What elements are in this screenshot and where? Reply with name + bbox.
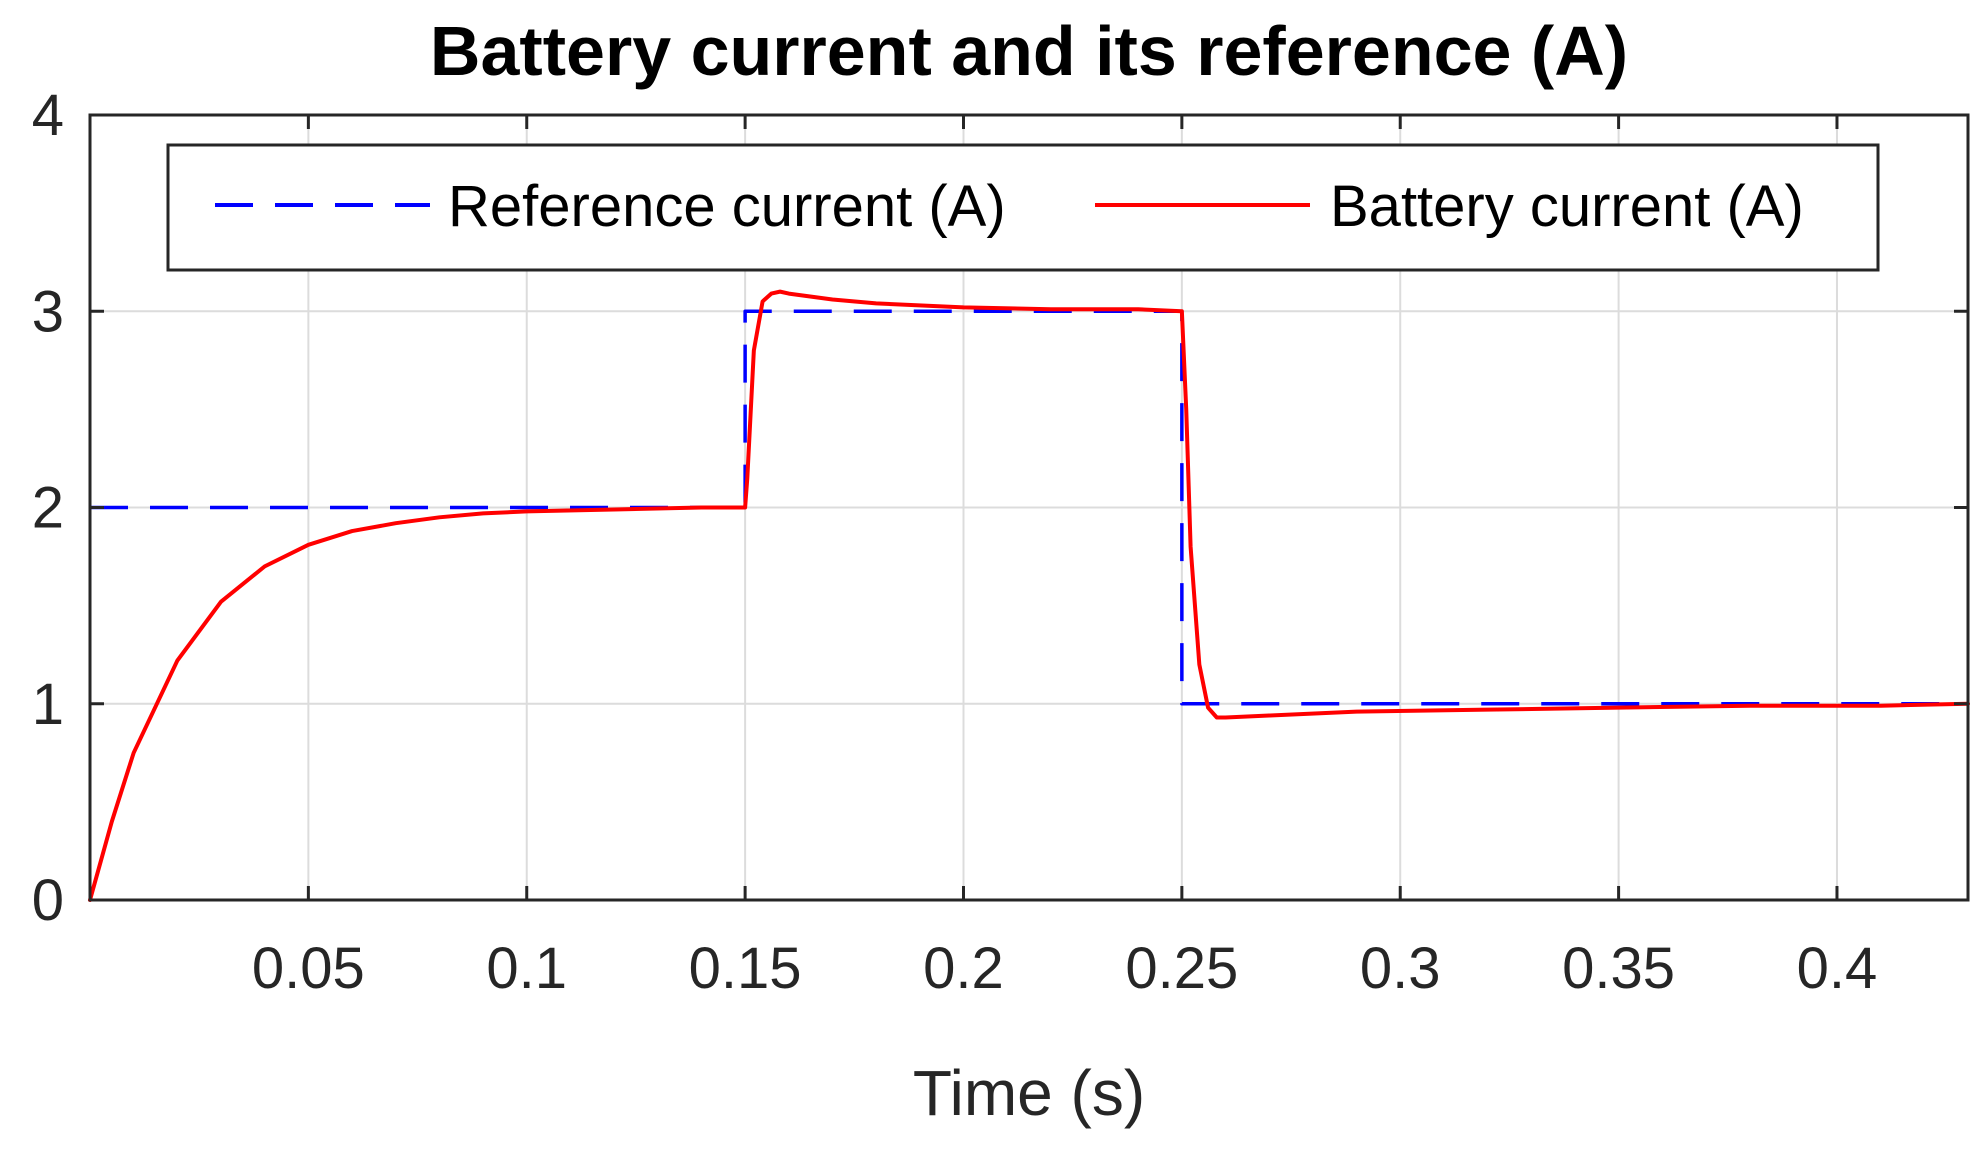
series-layer [88,289,1970,902]
legend-label-reference-current: Reference current (A) [448,174,1006,239]
legend-box [166,143,1880,272]
x-tick-label: 0.25 [1125,936,1238,1001]
legend: Reference current (A) Battery current (A… [166,143,1880,272]
y-tick-label: 3 [32,279,64,344]
y-tick-label: 0 [32,868,64,933]
series-line-battery-current [88,289,1970,902]
x-tick-label: 0.1 [486,936,567,1001]
x-axis-label: Time (s) [913,1057,1145,1129]
y-axis-ticks: 0 1 2 3 4 [32,83,1968,933]
x-tick-label: 0.35 [1562,936,1675,1001]
legend-label-battery-current: Battery current (A) [1330,174,1804,239]
y-tick-label: 4 [32,83,64,148]
y-tick-label: 1 [32,672,64,737]
chart-title: Battery current and its reference (A) [430,12,1628,90]
x-tick-label: 0.4 [1797,936,1878,1001]
x-tick-label: 0.15 [689,936,802,1001]
x-tick-label: 0.2 [923,936,1004,1001]
x-tick-label: 0.3 [1360,936,1441,1001]
x-axis-ticks: 0.05 0.1 0.15 0.2 0.25 0.3 0.35 0.4 [252,115,1877,1001]
y-tick-label: 2 [32,476,64,541]
x-tick-label: 0.05 [252,936,365,1001]
